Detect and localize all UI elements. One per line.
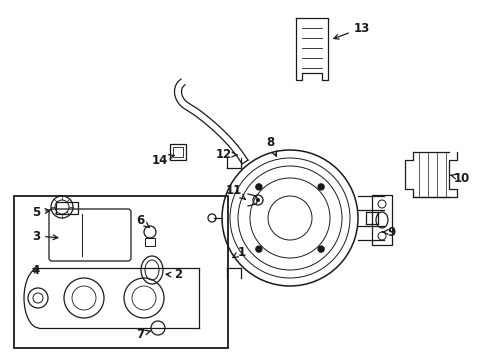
Bar [173,147,183,157]
Text: 7: 7 [136,328,150,341]
Text: 5: 5 [32,206,50,219]
Circle shape [255,246,262,252]
Text: 6: 6 [136,213,149,228]
Bar [14,196,227,348]
Bar [371,195,391,245]
Text: 1: 1 [232,246,245,258]
Text: 13: 13 [333,22,369,39]
Circle shape [255,184,262,190]
Bar [56,202,78,214]
Text: 3: 3 [32,230,58,243]
Text: 11: 11 [225,184,244,199]
Bar [170,144,185,160]
Text: 4: 4 [32,264,40,276]
Text: 10: 10 [450,171,469,185]
Text: 12: 12 [215,148,237,161]
Text: 8: 8 [265,135,276,156]
Circle shape [256,198,260,202]
Circle shape [318,246,324,252]
Text: 14: 14 [151,153,174,166]
Text: 9: 9 [382,225,395,239]
Text: 2: 2 [166,269,182,282]
Circle shape [318,184,324,190]
Bar [145,238,155,246]
